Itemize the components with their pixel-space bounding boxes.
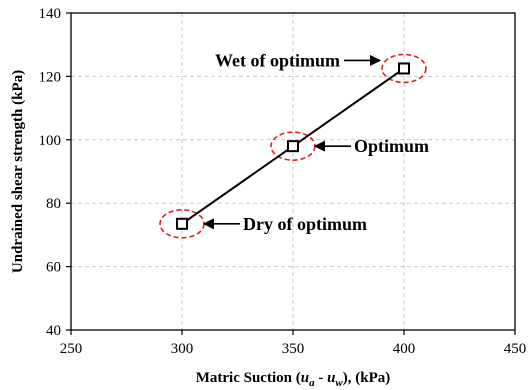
annotation-label: Wet of optimum [215, 50, 340, 70]
x-tick-label: 250 [60, 341, 83, 357]
x-title-prefix: Matric Suction ( [196, 370, 301, 386]
x-title-suffix: ), (kPa) [343, 370, 391, 386]
y-tick-label: 80 [46, 196, 61, 212]
x-tick-label: 450 [504, 341, 527, 357]
data-point-marker [398, 62, 410, 75]
y-tick-label: 60 [46, 260, 61, 276]
y-tick-label: 100 [39, 133, 62, 149]
data-point-marker [176, 217, 188, 230]
x-tick-label: 300 [171, 341, 194, 357]
axis-ticks: 250 300 350 400 450 40 60 80 100 120 140 [39, 6, 527, 357]
x-title-sub2: w [335, 377, 343, 389]
x-tick-label: 400 [393, 341, 416, 357]
highlight-ellipse [381, 53, 427, 84]
x-title-sub1: a [309, 377, 315, 389]
annotations-layer: Dry of optimum Optimum Wet of optimum [202, 50, 429, 234]
annotation-label: Optimum [354, 136, 429, 156]
y-tick-label: 40 [46, 323, 61, 339]
y-axis-title: Undrained shear strength (kPa) [10, 70, 26, 273]
x-title-u1: u [301, 370, 309, 386]
x-title-u2: u [327, 370, 335, 386]
x-axis-title: Matric Suction (ua - uw), (kPa) [196, 370, 391, 389]
data-point-marker [287, 140, 299, 153]
annotation-label: Dry of optimum [243, 214, 367, 234]
x-title-middle: - [315, 370, 328, 386]
x-tick-label: 350 [282, 341, 305, 357]
y-tick-label: 120 [39, 69, 62, 85]
y-tick-label: 140 [39, 6, 62, 22]
